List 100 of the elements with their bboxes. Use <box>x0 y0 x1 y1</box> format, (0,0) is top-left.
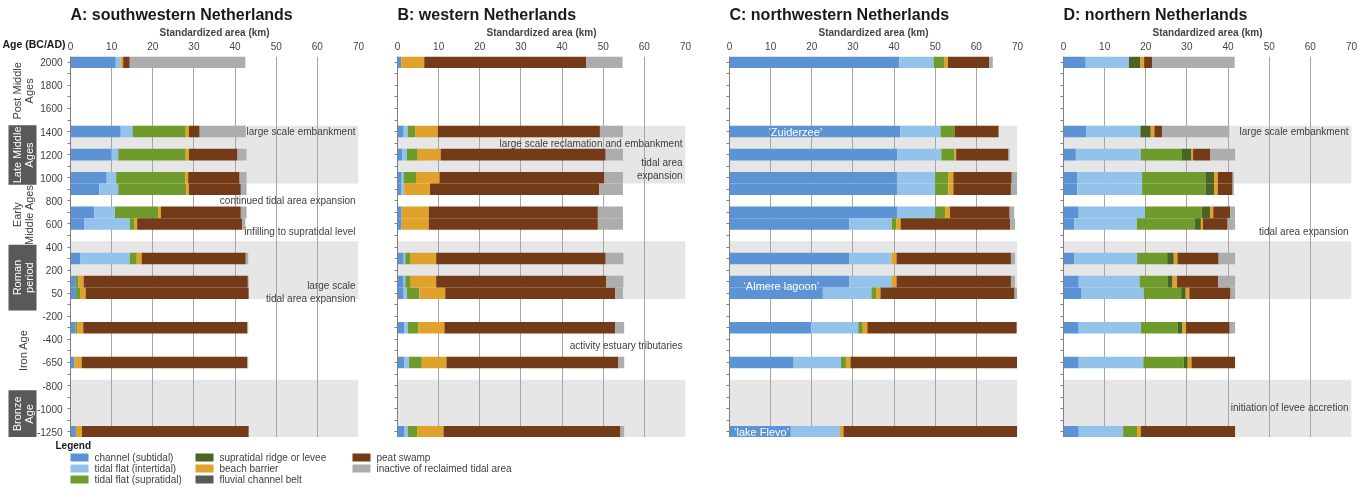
bar <box>1123 425 1138 437</box>
y-tick-label: 200 <box>45 265 63 277</box>
bar <box>729 148 898 161</box>
x-axis-title: Standardized area (km) <box>486 26 597 38</box>
bar <box>403 171 417 184</box>
bar <box>1074 252 1138 265</box>
x-tick-label: 30 <box>188 40 200 52</box>
bar <box>1177 252 1219 265</box>
bar <box>444 322 616 334</box>
bar <box>1181 148 1192 161</box>
annotation: activity estuary tributaries <box>569 339 683 351</box>
bar <box>849 218 892 230</box>
x-tick-label: 60 <box>1304 40 1317 52</box>
bar <box>615 322 625 334</box>
bar <box>1182 322 1187 334</box>
bar <box>896 206 936 219</box>
x-tick-label: 20 <box>474 40 486 52</box>
x-tick-label: 70 <box>352 40 365 52</box>
bar <box>404 322 408 334</box>
x-tick-label: 0 <box>726 40 733 52</box>
bar <box>199 125 246 138</box>
x-tick-label: 70 <box>1011 40 1024 52</box>
bar <box>403 125 408 138</box>
bar <box>605 148 623 161</box>
y-tick-label: 800 <box>45 195 63 207</box>
legend-label: tidal flat (supratidal) <box>94 474 182 485</box>
bar <box>1063 322 1079 334</box>
bar <box>421 356 447 369</box>
annotation: large scale tidal area expansion <box>265 280 356 304</box>
bar <box>407 322 419 334</box>
bar <box>599 125 623 138</box>
bar <box>188 148 238 161</box>
bar <box>437 125 600 138</box>
bar <box>70 356 75 369</box>
bar <box>1140 148 1182 161</box>
bar <box>70 425 76 437</box>
bar <box>1143 356 1184 369</box>
bar <box>1140 56 1145 69</box>
y-tick-label: 1200 <box>40 149 63 161</box>
bar <box>397 125 404 138</box>
bar <box>70 56 116 69</box>
x-tick-label: 40 <box>1222 40 1235 52</box>
bar <box>417 425 444 437</box>
x-tick-label: 70 <box>1345 40 1358 52</box>
y-axis-title: Age (BC/AD) <box>2 37 66 50</box>
x-tick-label: 10 <box>106 40 118 52</box>
bar <box>1140 125 1151 138</box>
bar <box>956 148 1009 161</box>
bar <box>1210 148 1236 161</box>
legend-label: supratidal ridge or levee <box>219 452 327 463</box>
bar <box>935 206 946 219</box>
bar <box>891 252 897 265</box>
bar <box>158 206 162 219</box>
bar <box>141 252 246 265</box>
bar <box>1162 125 1230 138</box>
annotation: large scale reclamation and embankment <box>499 137 683 149</box>
bar <box>70 148 112 161</box>
bar <box>409 356 422 369</box>
bar <box>1186 322 1230 334</box>
legend-label: tidal flat (intertidal) <box>94 463 177 474</box>
bar <box>404 356 410 369</box>
bar <box>729 356 794 369</box>
bar <box>989 56 993 69</box>
bar <box>875 287 881 299</box>
bar <box>941 148 955 161</box>
x-tick-label: 30 <box>515 40 527 52</box>
bar <box>1194 218 1201 230</box>
bar <box>896 252 1011 265</box>
bar <box>871 287 876 299</box>
bar <box>1191 356 1236 369</box>
bar <box>1075 148 1141 161</box>
bar <box>729 56 900 69</box>
annotation: tidal area expansion <box>636 157 683 181</box>
bar <box>897 148 942 161</box>
bar <box>123 56 130 69</box>
x-tick-label: 0 <box>1060 40 1067 52</box>
bar <box>1078 322 1141 334</box>
annotation: tidal area expansion <box>1258 226 1349 238</box>
bar <box>891 218 897 230</box>
x-tick-label: 0 <box>394 40 401 52</box>
x-tick-label: 50 <box>929 40 942 52</box>
bar <box>1193 148 1211 161</box>
bar <box>404 425 408 437</box>
bar <box>80 252 130 265</box>
y-tick-label: 1400 <box>40 126 63 138</box>
legend-title: Legend <box>55 440 92 451</box>
x-tick-label: 10 <box>765 40 777 52</box>
text: Bronze Age <box>10 396 35 432</box>
x-tick-label: 20 <box>147 40 159 52</box>
bar <box>1218 252 1236 265</box>
bar <box>850 356 1018 369</box>
legend-label: peat swamp <box>376 452 431 463</box>
bar <box>810 322 859 334</box>
bar <box>1085 56 1129 69</box>
y-tick-label: -200 <box>42 311 63 323</box>
bar <box>1137 425 1141 437</box>
annotation: infilling to supratidal level <box>244 226 356 238</box>
annotation: ‘Zuiderzee’ <box>768 125 823 138</box>
bar <box>1078 425 1124 437</box>
annotation: large scale embankment <box>1239 126 1349 138</box>
